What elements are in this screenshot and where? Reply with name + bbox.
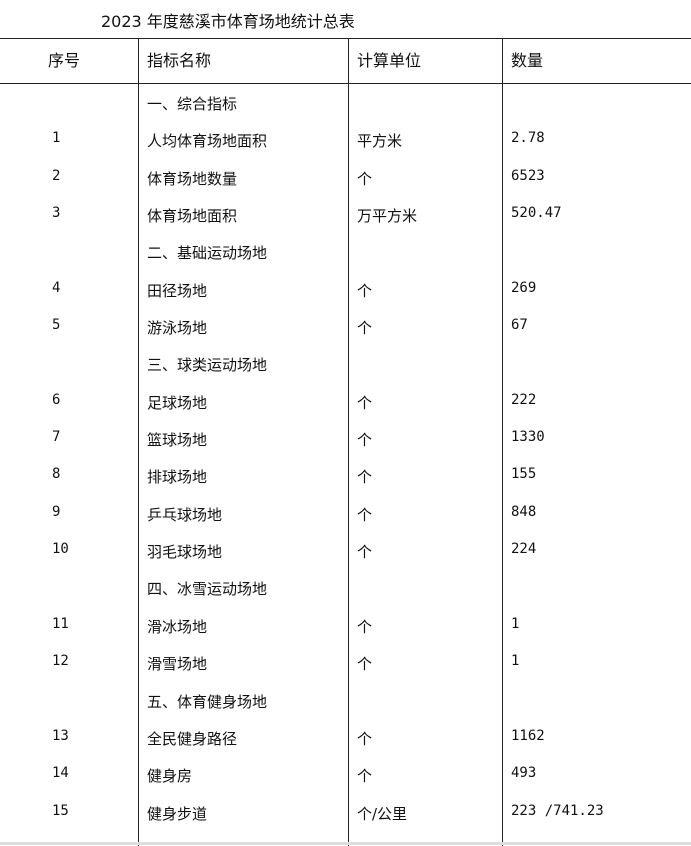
row-qty: 67: [511, 317, 528, 334]
section-row: 一、综合指标: [0, 84, 691, 121]
row-name: 五、体育健身场地: [147, 692, 268, 711]
row-name: 滑冰场地: [147, 617, 208, 636]
header-unit: 计算单位: [357, 51, 422, 70]
row-unit: 个: [357, 505, 373, 524]
table-body: 一、综合指标 1 人均体育场地面积 平方米 2.78 2 体育场地数量个 6523 3 体育场地面…: [0, 84, 691, 831]
row-qty: 224: [511, 541, 537, 558]
row-unit: 个: [357, 431, 373, 450]
row-unit: 个: [357, 281, 373, 300]
row-seq: 10: [52, 541, 69, 558]
row-name: 全民健身路径: [147, 729, 238, 748]
row-qty: 493: [511, 765, 537, 782]
row-seq: 12: [52, 653, 69, 670]
row-name: 乒乓球场地: [147, 505, 223, 524]
column-divider: [502, 39, 503, 846]
table-row: 10 羽毛球场地 个 224: [0, 532, 691, 569]
row-unit: 个: [357, 543, 373, 562]
header-divider: [0, 83, 691, 84]
row-unit: 个: [357, 169, 373, 188]
stats-table: 序号 指标名称 计算单位 数量 一、综合指标 1 人均体育场地面积 平方米 2.78 2 体…: [0, 38, 691, 846]
row-unit: 个: [357, 393, 373, 412]
row-unit: 个: [357, 468, 373, 487]
table-row: 5 游泳场地 个 67: [0, 308, 691, 345]
row-seq: 11: [52, 615, 69, 632]
row-seq: 15: [52, 802, 69, 819]
row-name: 篮球场地: [147, 431, 208, 450]
table-row: 14 健身房 个 493: [0, 756, 691, 793]
row-qty: 848: [511, 503, 537, 520]
header-seq: 序号: [48, 51, 81, 70]
row-unit: 个/公里: [357, 804, 408, 823]
section-row: 五、体育健身场地: [0, 682, 691, 719]
row-unit: 平方米: [357, 132, 403, 151]
row-name: 人均体育场地面积: [147, 132, 268, 151]
row-name: 游泳场地: [147, 319, 208, 338]
row-qty: 520.47: [511, 205, 562, 222]
row-unit: 个: [357, 319, 373, 338]
row-qty: 1: [511, 653, 520, 670]
row-unit: 个: [357, 729, 373, 748]
table-row: 11 滑冰场地 个 1: [0, 607, 691, 644]
row-seq: 1: [52, 130, 61, 147]
table-row: 3 体育场地面积 万平方米 520.47: [0, 196, 691, 233]
row-name: 健身步道: [147, 804, 208, 823]
row-seq: 13: [52, 727, 69, 744]
section-row: 三、球类运动场地: [0, 345, 691, 382]
row-seq: 7: [52, 429, 61, 446]
row-qty: 155: [511, 466, 537, 483]
row-seq: 6: [52, 391, 61, 408]
table-row: 7 篮球场地 个 1330: [0, 420, 691, 457]
row-unit: 个: [357, 767, 373, 786]
header-qty: 数量: [511, 51, 544, 70]
row-unit: 个: [357, 655, 373, 674]
row-seq: 14: [52, 765, 69, 782]
row-seq: 3: [52, 205, 61, 222]
bottom-edge: [0, 842, 691, 845]
table-row: 15 健身步道 个/公里 223 /741.23: [0, 794, 691, 831]
row-qty: 223 /741.23: [511, 802, 604, 819]
table-row: 6 足球场地 个 222: [0, 383, 691, 420]
section-row: 二、基础运动场地: [0, 233, 691, 270]
row-name: 体育场地数量: [147, 169, 238, 188]
table-title: 2023 年度慈溪市体育场地统计总表: [101, 12, 355, 31]
row-name: 滑雪场地: [147, 655, 208, 674]
row-seq: 4: [52, 279, 61, 296]
row-unit: 万平方米: [357, 207, 418, 226]
table-row: 4 田径场地 个 269: [0, 271, 691, 308]
row-name: 一、综合指标: [147, 95, 238, 113]
row-qty: 1330: [511, 429, 545, 446]
table-row: 1 人均体育场地面积 平方米 2.78: [0, 121, 691, 158]
row-name: 羽毛球场地: [147, 543, 223, 562]
row-seq: 9: [52, 503, 61, 520]
header-name: 指标名称: [147, 51, 212, 70]
table-row: 9 乒乓球场地 个 848: [0, 495, 691, 532]
row-name: 二、基础运动场地: [147, 244, 268, 263]
column-divider: [138, 39, 139, 846]
column-divider: [348, 39, 349, 846]
row-qty: 1: [511, 615, 520, 632]
row-seq: 5: [52, 317, 61, 334]
section-row: 四、冰雪运动场地: [0, 569, 691, 606]
table-row: 13 全民健身路径 个 1162: [0, 719, 691, 756]
row-seq: 8: [52, 466, 61, 483]
table-row: 2 体育场地数量 个 6523: [0, 159, 691, 196]
row-qty: 222: [511, 391, 537, 408]
row-qty: 6523: [511, 167, 545, 184]
row-name: 田径场地: [147, 281, 208, 300]
row-name: 足球场地: [147, 393, 208, 412]
row-name: 三、球类运动场地: [147, 356, 268, 375]
row-name: 四、冰雪运动场地: [147, 580, 268, 599]
row-name: 体育场地面积: [147, 207, 238, 226]
table-row: 12 滑雪场地 个 1: [0, 644, 691, 681]
table-header: 序号 指标名称 计算单位 数量: [0, 39, 691, 83]
row-qty: 1162: [511, 727, 545, 744]
table-row: 8 排球场地 个 155: [0, 457, 691, 494]
row-name: 排球场地: [147, 468, 208, 487]
row-qty: 2.78: [511, 130, 545, 147]
row-qty: 269: [511, 279, 537, 296]
row-seq: 2: [52, 167, 61, 184]
row-name: 健身房: [147, 767, 193, 786]
row-unit: 个: [357, 617, 373, 636]
